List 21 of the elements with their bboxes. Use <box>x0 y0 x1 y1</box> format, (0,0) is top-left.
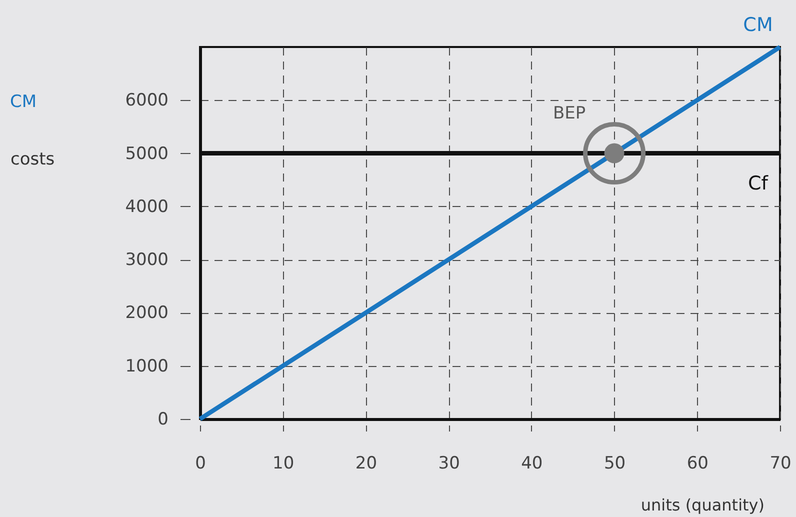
x-tick-label: 20 <box>355 454 378 474</box>
x-tick-label: 30 <box>438 454 460 474</box>
x-tick-label: 50 <box>604 454 626 474</box>
text: CM <box>10 92 37 112</box>
y-tick-label: 2000 <box>125 303 168 324</box>
x-tick-label: 60 <box>686 454 708 474</box>
series-label: CM <box>743 14 773 36</box>
y-tick-label: 4000 <box>125 196 168 217</box>
x-tick-label: 40 <box>521 454 543 474</box>
series-label: Cf <box>748 172 770 194</box>
y-tick-label: 5000 <box>125 144 168 164</box>
y-axis-title: costs <box>10 150 55 170</box>
y-tick-label: 1000 <box>125 356 168 376</box>
x-tick-label: 70 <box>770 454 792 474</box>
x-tick-label: 0 <box>195 454 206 474</box>
y-tick-label: 3000 <box>125 250 168 270</box>
series-label: BEP <box>552 103 586 124</box>
x-tick-label: 10 <box>272 454 294 474</box>
y-tick-label: 0 <box>158 410 168 430</box>
x-axis-title: units (quantity) <box>640 496 764 514</box>
y-tick-label: 6000 <box>125 90 168 111</box>
